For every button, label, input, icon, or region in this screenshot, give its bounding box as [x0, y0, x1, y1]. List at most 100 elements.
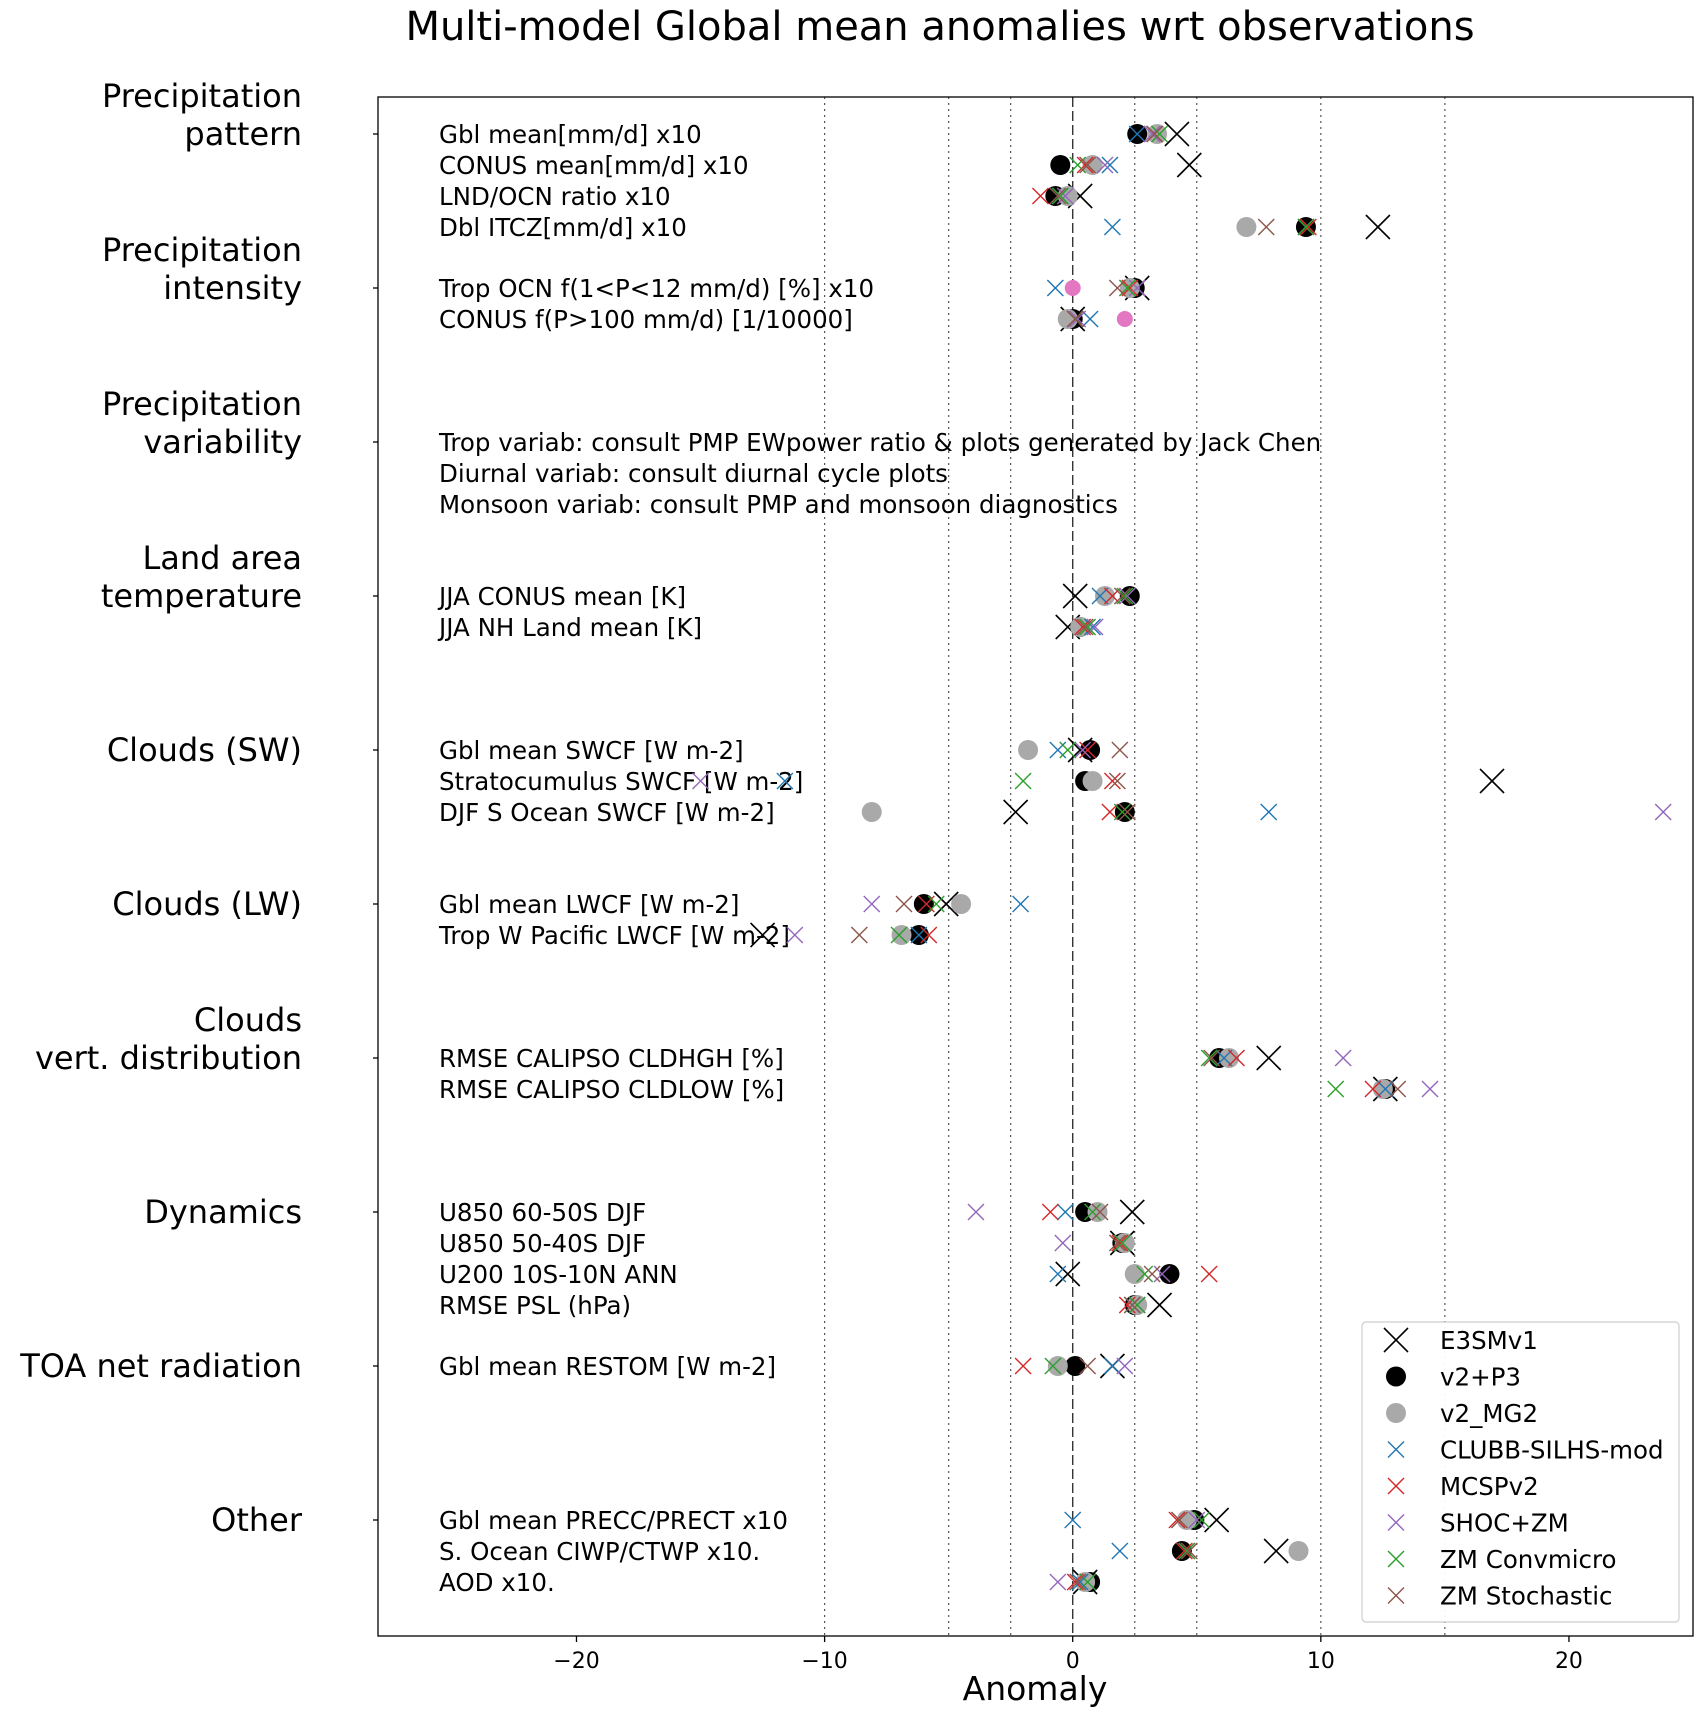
- plot-frame: [377, 96, 1694, 1637]
- point-shoc-zm: [1069, 310, 1087, 328]
- point-v2-mg2: [1114, 1233, 1135, 1253]
- x-tick-label: 20: [1555, 1649, 1583, 1674]
- metric-label: CONUS f(P>100 mm/d) [1/10000]: [439, 305, 853, 334]
- point-mcspv2: [1101, 803, 1119, 821]
- point-shoc-zm: [1118, 587, 1136, 605]
- point-mcspv2: [1227, 1049, 1245, 1067]
- point-e3smv1: [1263, 1538, 1289, 1564]
- point-shoc-zm: [1056, 187, 1074, 205]
- point-v2-mg2: [951, 894, 972, 914]
- point-v2-mg2: [861, 802, 882, 822]
- legend-label-e3smv1: E3SMv1: [1440, 1326, 1538, 1355]
- point-v2-mg2: [1018, 740, 1039, 760]
- point-v2-mg2: [1047, 1356, 1068, 1376]
- point-zm-stochastic: [1076, 618, 1094, 636]
- point-e3smv1: [1119, 1199, 1145, 1225]
- point-mcspv2: [1364, 1080, 1382, 1098]
- x-tick-label: 0: [1066, 1649, 1080, 1674]
- point-clubb-silhs-mod: [1111, 1542, 1129, 1560]
- point-mcspv2: [1111, 1234, 1129, 1252]
- legend-marker-zm-convmicro: [1387, 1550, 1405, 1568]
- point-zm-stochastic: [1113, 587, 1131, 605]
- point-e3smv1: [1365, 214, 1391, 240]
- point-v2-mg2: [1082, 771, 1103, 791]
- point-zm-convmicro: [1200, 1049, 1218, 1067]
- point-zm-stochastic: [1170, 1511, 1188, 1529]
- metric-label: CONUS mean[mm/d] x10: [439, 151, 749, 180]
- point-clubb-silhs-mod: [1260, 803, 1278, 821]
- legend-marker-v2-mg2: [1386, 1403, 1406, 1423]
- point-zm-stochastic: [1203, 1049, 1221, 1067]
- metric-label: Trop W Pacific LWCF [W m-2]: [438, 921, 790, 950]
- point-zm-convmicro: [1051, 187, 1069, 205]
- metric-label: Gbl mean LWCF [W m-2]: [439, 890, 739, 919]
- category-label-precipitation: variability: [143, 423, 302, 461]
- legend-marker-clubb-silhs-mod: [1387, 1441, 1405, 1458]
- metric-label: AOD x10.: [439, 1568, 555, 1597]
- point-zm-stochastic: [1066, 310, 1084, 328]
- metric-label: Stratocumulus SWCF [W m-2]: [439, 767, 803, 796]
- point-v2-p3: [1114, 802, 1135, 822]
- metric-label: Monsoon variab: consult PMP and monsoon …: [439, 490, 1118, 519]
- metric-label: JJA CONUS mean [K]: [437, 582, 686, 611]
- point-shoc-zm: [967, 1203, 985, 1221]
- legend-label-shoc-zm: SHOC+ZM: [1440, 1509, 1569, 1538]
- point-v2-p3: [1050, 155, 1071, 175]
- point-mcspv2: [1200, 1265, 1218, 1283]
- point-zm-stochastic: [850, 926, 868, 944]
- point-clubb-silhs-mod: [1049, 1265, 1067, 1283]
- point-zm-stochastic: [1111, 741, 1129, 759]
- metric-label: Trop variab: consult PMP EWpower ratio &…: [438, 428, 1321, 457]
- legend-marker-e3smv1: [1383, 1327, 1409, 1353]
- x-axis-label: Anomaly: [963, 1669, 1108, 1708]
- category-label-precipitation: Precipitation: [102, 231, 302, 269]
- point-v2-mg2: [1219, 1048, 1240, 1068]
- point-v2-mg2: [891, 925, 912, 945]
- point-shoc-zm: [692, 772, 710, 790]
- point-mcspv2: [1031, 187, 1049, 205]
- point-zm-stochastic: [1049, 187, 1067, 205]
- point-clubb-silhs-mod: [1071, 1573, 1089, 1591]
- point-e3smv1: [1256, 1045, 1282, 1071]
- metric-label: Trop OCN f(1<P<12 mm/d) [%] x10: [438, 274, 874, 303]
- point-zm-convmicro: [1014, 772, 1032, 790]
- x-tick-label: −20: [553, 1649, 599, 1674]
- point-zm-convmicro: [1151, 125, 1169, 143]
- point-v2-p3: [1119, 586, 1140, 606]
- point-e3smv1: [750, 922, 776, 948]
- point-shoc-zm: [1421, 1080, 1439, 1098]
- point-zm-stochastic: [1389, 1080, 1407, 1098]
- point-v2-mg2: [1124, 1264, 1145, 1284]
- point-zm-convmicro: [1297, 218, 1315, 236]
- point-shoc-zm: [1334, 1049, 1352, 1067]
- category-label-precipitation: pattern: [184, 115, 302, 153]
- x-tick-label: 10: [1307, 1649, 1335, 1674]
- point-shoc-zm: [1188, 1511, 1206, 1529]
- category-label-precipitation: intensity: [163, 269, 302, 307]
- point-zm-stochastic: [1091, 1203, 1109, 1221]
- point-v2-p3: [913, 894, 934, 914]
- point-zm-convmicro: [1193, 1511, 1211, 1529]
- point-v2-mg2: [1070, 617, 1091, 637]
- point-shoc-zm: [1074, 741, 1092, 759]
- point-clubb-silhs-mod: [1376, 1080, 1394, 1098]
- point-clubb-silhs-mod: [1128, 125, 1146, 143]
- category-label-land-area: Land area: [142, 539, 302, 577]
- metric-label: Gbl mean PRECC/PRECT x10: [439, 1506, 788, 1535]
- point-mcspv2: [1079, 741, 1097, 759]
- point-zm-stochastic: [1257, 218, 1275, 236]
- metric-label: Dbl ITCZ[mm/d] x10: [439, 213, 687, 242]
- point-zm-convmicro: [1136, 1265, 1154, 1283]
- reference-lines: [824, 97, 1446, 1636]
- point-clubb-silhs-mod: [1103, 218, 1121, 236]
- category-label-precipitation: Precipitation: [102, 77, 302, 115]
- metric-label: U850 60-50S DJF: [439, 1198, 646, 1227]
- point-zm-convmicro: [1178, 1542, 1196, 1560]
- point-zm-stochastic: [1079, 156, 1097, 174]
- legend-label-v2-p3: v2+P3: [1440, 1363, 1521, 1392]
- point-clubb-silhs-mod: [1081, 310, 1099, 328]
- legend-label-zm-stochastic: ZM Stochastic: [1440, 1582, 1613, 1611]
- category-label-clouds-sw: Clouds (SW): [107, 731, 302, 769]
- metric-label: JJA NH Land mean [K]: [437, 613, 702, 642]
- legend-label-mcspv2: MCSPv2: [1440, 1472, 1539, 1501]
